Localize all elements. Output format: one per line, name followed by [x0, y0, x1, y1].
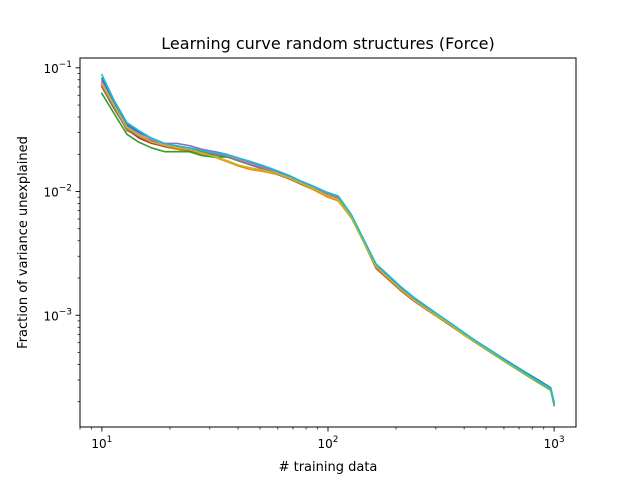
x-axis-ticks: 101 102 103: [79, 427, 565, 451]
x-tick-label: 103: [544, 435, 565, 451]
x-axis-label: # training data: [279, 460, 378, 475]
x-tick-label: 101: [91, 435, 112, 451]
x-tick-label: 102: [317, 435, 338, 451]
y-tick-label: 10−1: [43, 60, 72, 76]
y-tick-label: 10−3: [43, 307, 72, 323]
series-line-10: [100, 73, 556, 405]
y-tick-label: 10−2: [43, 184, 72, 200]
series-line-9: [100, 82, 556, 405]
y-axis-label: Fraction of variance unexplained: [16, 136, 31, 349]
series-group: [100, 73, 556, 407]
y-axis-ticks: 10−3 10−2 10−1: [43, 60, 80, 403]
chart-title: Learning curve random structures (Force): [161, 34, 494, 53]
